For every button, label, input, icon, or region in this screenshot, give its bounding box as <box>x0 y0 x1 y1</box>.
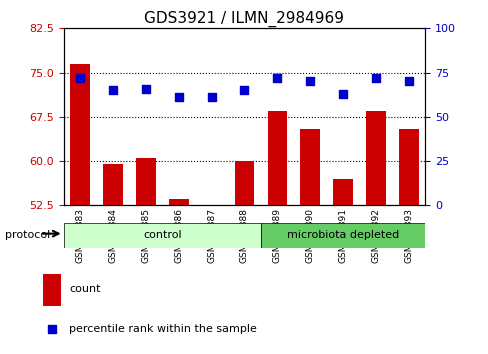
Bar <box>300 129 320 354</box>
Point <box>339 91 346 97</box>
Point <box>207 95 215 100</box>
Point <box>273 75 281 81</box>
Bar <box>43 274 61 306</box>
Point <box>240 87 248 93</box>
Bar <box>202 205 221 354</box>
Point <box>367 112 375 118</box>
Bar <box>333 179 352 354</box>
Text: control: control <box>142 230 181 240</box>
Bar <box>234 161 254 354</box>
Point <box>404 79 412 84</box>
Bar <box>398 129 418 354</box>
Bar <box>136 158 155 354</box>
Point <box>76 75 84 81</box>
Text: count: count <box>69 284 101 294</box>
Bar <box>70 64 90 354</box>
Bar <box>168 199 188 354</box>
Point <box>306 79 314 84</box>
Title: GDS3921 / ILMN_2984969: GDS3921 / ILMN_2984969 <box>144 11 344 27</box>
Bar <box>103 164 122 354</box>
Bar <box>63 223 261 248</box>
Point <box>371 75 379 81</box>
Point <box>174 95 182 100</box>
Text: protocol: protocol <box>5 230 50 240</box>
Text: microbiota depleted: microbiota depleted <box>286 230 399 240</box>
Text: percentile rank within the sample: percentile rank within the sample <box>69 324 257 334</box>
Bar <box>261 223 425 248</box>
Bar <box>267 111 286 354</box>
Point <box>142 86 149 91</box>
Point <box>109 87 117 93</box>
Bar <box>366 111 385 354</box>
